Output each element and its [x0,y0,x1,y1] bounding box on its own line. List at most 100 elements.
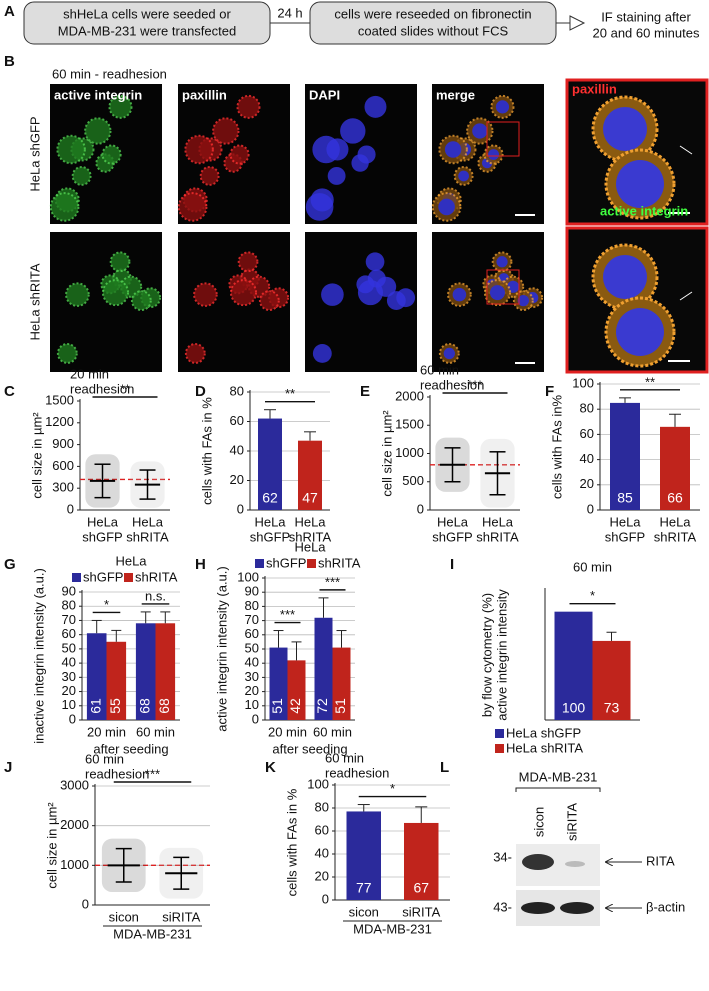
panel-letter: E [360,383,370,400]
bar [314,617,333,720]
band [521,902,555,914]
bar [660,426,690,510]
y-tick-label: 1000 [395,445,424,460]
legend-swatch [307,559,316,568]
x-tick-label: HeLa [132,514,164,529]
panel-letter: K [265,759,276,776]
bar [269,647,288,720]
value-label: 51 [269,698,285,714]
nucleus [488,149,499,160]
y-tick-label: 0 [417,501,424,516]
y-tick-label: 0 [587,501,594,516]
cell [305,193,334,221]
y-tick-label: 1200 [45,414,74,429]
y-tick-label: 300 [52,480,74,495]
cell [108,94,133,119]
nucleus [616,160,664,208]
step-text: coated slides without FCS [358,23,509,38]
zoom-label: paxillin [572,81,617,96]
chart-title: 20 min [70,366,109,381]
cell [364,95,387,118]
bar [298,440,322,510]
y-axis-label: active integrin intensity [494,589,509,721]
band [560,902,594,914]
x-tick-label: 20 min [268,724,307,739]
channel-label: paxillin [182,87,227,102]
step-text: 20 and 60 minutes [593,25,700,40]
scale-bar [515,214,535,216]
x-tick-label: siRITA [162,909,200,924]
y-tick-label: 500 [402,473,424,488]
y-tick-label: 80 [245,598,259,613]
panel-letter: B [4,53,15,70]
channel-label: DAPI [309,87,340,102]
size-marker: 43- [493,899,512,914]
bar [554,611,593,720]
y-tick-label: 0 [237,501,244,516]
cell [193,282,218,307]
y-tick-label: 60 [580,426,594,441]
y-tick-label: 1000 [60,857,89,872]
nucleus [495,100,510,114]
zoom-box [486,269,520,305]
y-tick-label: 80 [580,401,594,416]
cell [184,343,206,364]
chart-title: readhesion [420,377,484,392]
legend-swatch [255,559,264,568]
x-tick-label: siRITA [402,904,440,919]
significance: *** [467,377,482,392]
chart-title: readhesion [70,381,134,396]
arrow-head [569,15,586,31]
x-tick-label: shRITA [476,529,519,544]
value-label: 47 [302,490,318,506]
y-tick-label: 3000 [60,777,89,792]
y-tick-label: 0 [67,501,74,516]
legend-swatch [495,729,504,738]
x-tick-label: shRITA [126,529,169,544]
chart-panel: G HeLa inactive integrin intensity (a.u.) 0… [4,553,180,756]
value-label: 55 [107,698,123,714]
x-axis-label: after seeding [93,741,168,756]
nucleus [472,123,488,139]
legend-swatch [495,744,504,753]
nucleus [438,198,455,216]
value-label: 66 [667,490,683,506]
y-tick-label: 1500 [395,417,424,432]
panel-letter: L [440,759,449,776]
cell [365,252,385,272]
bracket [515,787,601,792]
x-tick-label: shGFP [82,529,122,544]
y-tick-label: 60 [245,626,259,641]
y-tick-label: 90 [62,583,76,598]
cell [237,251,259,273]
significance: n.s. [145,588,166,603]
y-tick-label: 20 [315,868,329,883]
y-tick-label: 40 [315,845,329,860]
value-label: 77 [356,880,372,896]
panel-letter: I [450,556,454,573]
y-tick-label: 10 [245,697,259,712]
value-label: 61 [87,698,103,714]
nucleus [458,170,469,182]
y-tick-label: 0 [82,896,89,911]
bar [287,660,306,720]
channel-label: merge [436,87,475,102]
cell [357,145,376,164]
cell [65,282,90,307]
arrow [679,145,693,155]
significance: * [104,597,109,612]
interval: 24 h [277,5,302,20]
y-tick-label: 20 [245,683,259,698]
row-label: HeLa shRITA [27,263,42,340]
lane-label: sicon [531,807,546,837]
size-marker: 34- [493,849,512,864]
band-label: β-actin [646,899,685,914]
scale-bar [668,212,690,214]
y-axis-label: cell size in µm² [29,412,44,499]
y-tick-label: 0 [69,711,76,726]
y-tick-label: 20 [230,472,244,487]
cell [386,291,406,311]
